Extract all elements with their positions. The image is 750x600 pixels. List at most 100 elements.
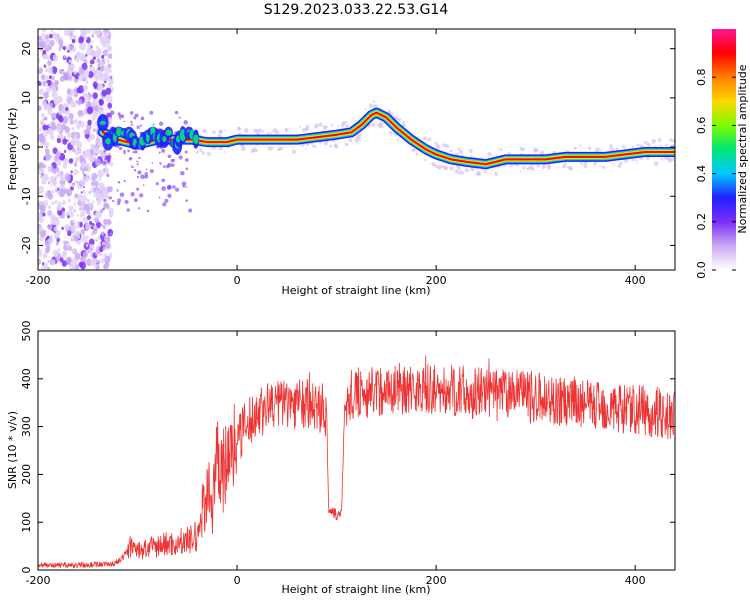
noise-speckle — [107, 116, 113, 123]
noise-speckle — [109, 108, 112, 112]
noise-speckle — [66, 95, 70, 100]
noise-speckle — [47, 224, 53, 230]
noise-speckle — [86, 235, 90, 239]
scatter-dot — [108, 152, 111, 155]
noise-speckle — [103, 65, 110, 73]
halo-dot — [372, 100, 376, 103]
noise-speckle — [53, 96, 60, 106]
noise-speckle — [49, 175, 56, 184]
noise-speckle — [60, 183, 66, 190]
noise-speckle — [47, 235, 50, 239]
halo-dot — [344, 142, 349, 147]
noise-speckle — [68, 210, 74, 219]
noise-speckle — [72, 47, 77, 53]
noise-speckle — [109, 221, 112, 225]
noise-speckle — [78, 99, 83, 105]
halo-dot — [566, 166, 569, 169]
halo-dot — [609, 144, 612, 146]
scatter-dot — [188, 208, 193, 213]
scatter-dot — [175, 187, 180, 192]
noise-speckle — [40, 230, 47, 238]
noise-speckle — [41, 112, 45, 118]
noise-speckle — [40, 135, 46, 144]
noise-speckle — [57, 209, 63, 216]
noise-speckle — [93, 224, 97, 229]
snr-y-axis-label: SNR (10 * v/v) — [6, 411, 19, 489]
noise-speckle — [95, 252, 98, 256]
noise-speckle — [107, 53, 113, 60]
noise-speckle — [51, 165, 53, 168]
scatter-dot — [134, 113, 139, 118]
noise-speckle — [78, 36, 84, 44]
scatter-dot — [132, 151, 135, 154]
noise-speckle — [45, 130, 48, 133]
noise-speckle — [43, 142, 46, 146]
noise-speckle — [101, 40, 108, 48]
noise-speckle — [66, 131, 72, 139]
noise-speckle — [93, 85, 98, 90]
scatter-dot — [182, 184, 186, 188]
scatter-dot — [184, 150, 188, 154]
scatter-dot — [116, 189, 119, 192]
noise-speckle — [39, 119, 45, 126]
noise-speckle — [91, 99, 97, 106]
halo-dot — [521, 147, 525, 152]
scatter-dot — [136, 187, 140, 191]
noise-speckle — [57, 170, 62, 177]
noise-speckle — [96, 133, 99, 136]
noise-speckle — [45, 75, 49, 81]
spectrogram-y-tick-label: 20 — [20, 42, 33, 56]
halo-dot — [483, 170, 488, 174]
noise-speckle — [58, 104, 64, 112]
scatter-dot — [164, 198, 169, 203]
spectrogram-y-tick-label: 0 — [20, 144, 33, 151]
noise-speckle — [81, 235, 88, 244]
noise-speckle — [73, 70, 77, 75]
scatter-dot — [133, 198, 138, 203]
halo-dot — [218, 146, 223, 151]
noise-speckle — [76, 221, 80, 226]
scatter-dot — [110, 110, 115, 115]
noise-region — [38, 29, 675, 270]
noise-speckle — [87, 106, 93, 115]
halo-dot — [543, 165, 546, 169]
colorbar: 0.0 0.2 0.4 0.6 0.8 Normalized spectral ampl… — [695, 29, 749, 279]
noise-speckle — [59, 76, 65, 82]
noise-speckle — [83, 163, 87, 168]
noise-speckle — [103, 29, 109, 33]
noise-speckle — [62, 138, 68, 145]
noise-speckle — [77, 214, 80, 217]
scatter-dot — [184, 158, 189, 162]
halo-dot — [457, 171, 461, 175]
noise-speckle — [42, 49, 47, 55]
scatter-dot — [185, 186, 188, 188]
noise-speckle — [61, 226, 64, 230]
noise-speckle — [40, 200, 44, 206]
noise-speckle — [90, 173, 93, 177]
noise-speckle — [90, 258, 97, 267]
noise-speckle — [71, 39, 76, 44]
scatter-dot — [167, 154, 172, 159]
scatter-dot — [102, 207, 105, 211]
noise-speckle — [50, 235, 53, 238]
chart-title: S129.2023.033.22.53.G14 — [264, 2, 449, 18]
colorbar-tick-label: 0.6 — [695, 117, 708, 134]
noise-speckle — [95, 239, 98, 242]
scatter-dot — [178, 155, 183, 160]
halo-dot — [510, 164, 514, 167]
noise-speckle — [77, 147, 80, 151]
noise-speckle — [48, 205, 52, 210]
halo-dot — [314, 146, 317, 148]
ridge-blob-core — [162, 136, 167, 142]
noise-speckle — [73, 202, 76, 206]
noise-speckle — [69, 119, 74, 125]
scatter-dot — [140, 124, 143, 127]
noise-speckle — [70, 224, 77, 232]
halo-dot — [631, 158, 635, 162]
spectrogram-axes: -200 0 200 400 -20 -10 0 10 20 — [20, 29, 675, 287]
halo-dot — [219, 131, 222, 134]
halo-dot — [526, 167, 530, 171]
noise-speckle — [47, 209, 53, 217]
noise-speckle — [99, 246, 104, 253]
noise-speckle — [85, 86, 88, 90]
